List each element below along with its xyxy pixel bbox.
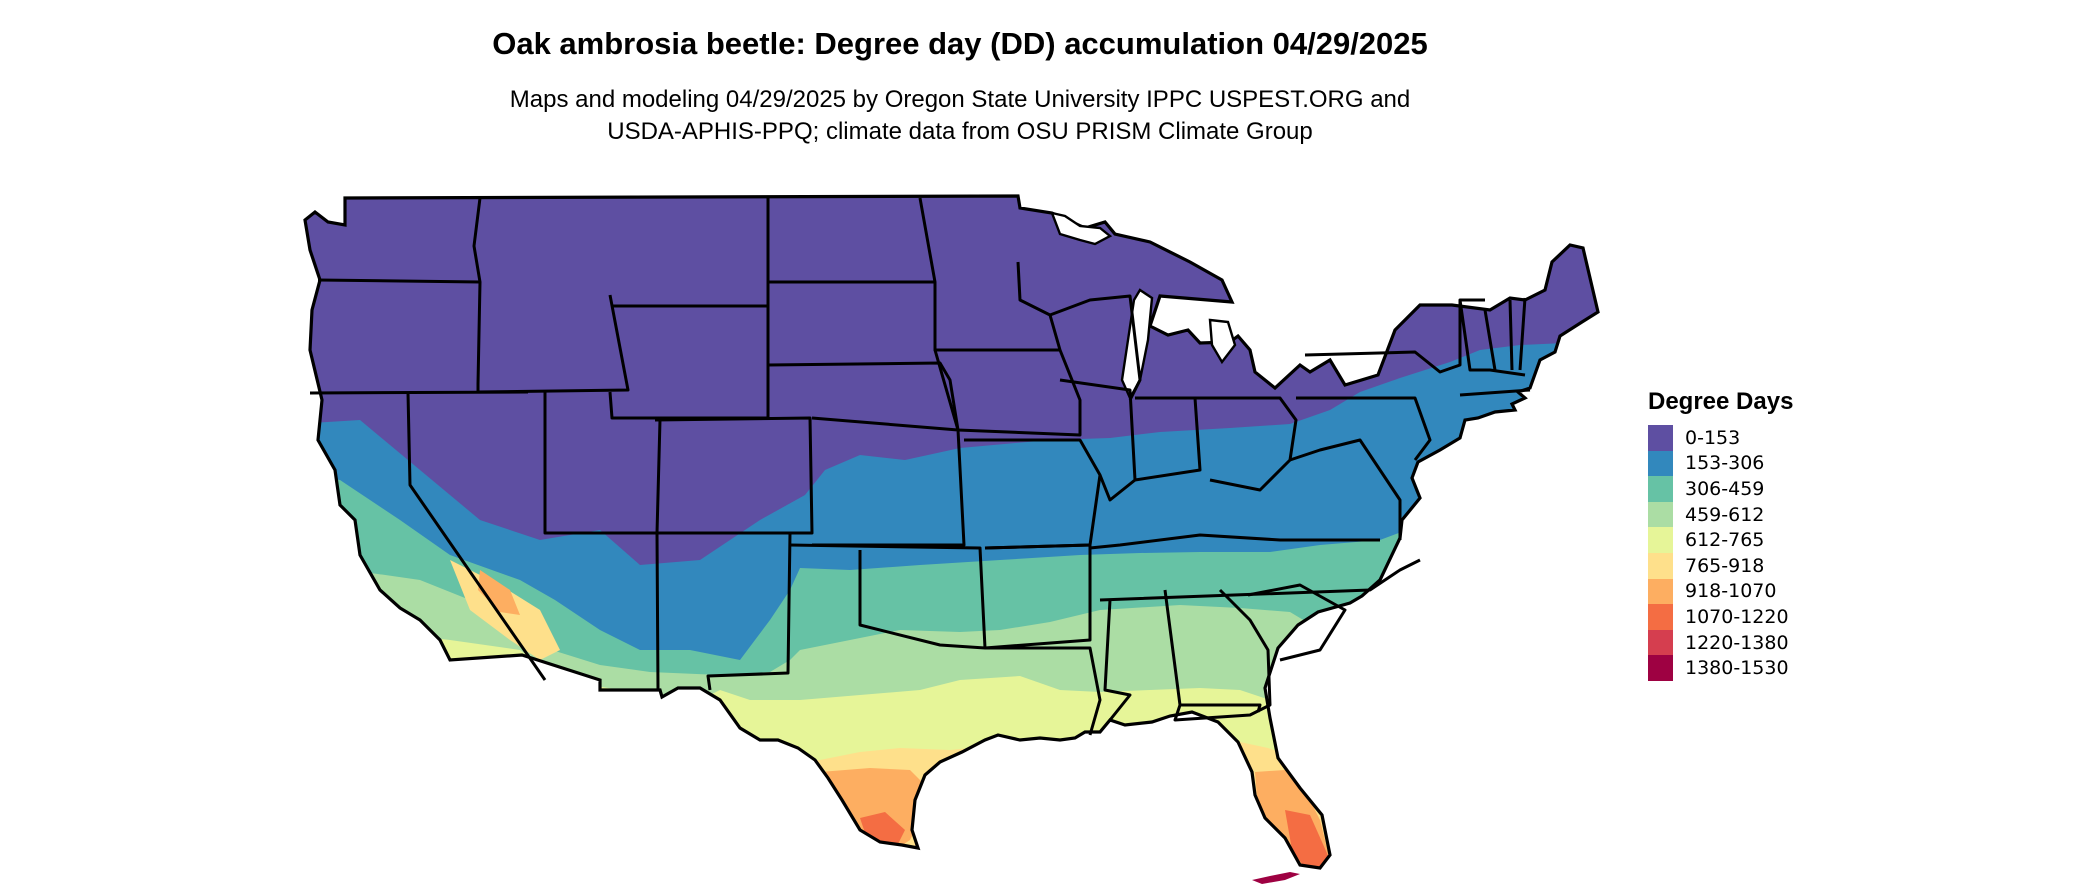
legend-item: 306-459 <box>1648 476 1793 502</box>
subtitle-line-2: USDA-APHIS-PPQ; climate data from OSU PR… <box>607 118 1313 145</box>
legend-item: 459-612 <box>1648 501 1793 528</box>
border-oh <box>1195 396 1298 492</box>
temperature-zones <box>305 196 1598 868</box>
lake-superior <box>1050 211 1113 246</box>
florida-keys <box>1252 872 1300 884</box>
border-in <box>1134 396 1202 482</box>
legend-item: 153-306 <box>1648 450 1793 477</box>
border-ok <box>789 543 987 650</box>
legend-label: 459-612 <box>1685 503 1765 526</box>
zone-306-459-central-valley <box>380 520 405 560</box>
map-title: Oak ambrosia beetle: Degree day (DD) acc… <box>492 26 1428 61</box>
legend-item: 1220-1380 <box>1648 629 1793 656</box>
legend-items: 0-153 153-306 306-459 459-612 612-765 765-918… <box>1648 425 1793 681</box>
legend-item: 1380-1530 <box>1648 655 1793 681</box>
legend-swatch <box>1648 552 1673 579</box>
zone-918-1070-desert <box>478 570 520 615</box>
legend-label: 612-765 <box>1685 529 1765 552</box>
border-va-wv <box>1289 438 1402 540</box>
subtitle-line-1: Maps and modeling 04/29/2025 by Oregon S… <box>509 86 1411 113</box>
map-subtitle: Maps and modeling 04/29/2025 by Oregon S… <box>0 84 1920 148</box>
border-ny <box>1304 298 1485 374</box>
border-wi <box>1049 294 1142 401</box>
border-ma-ct <box>1459 388 1531 397</box>
legend-label: 918-1070 <box>1685 580 1777 603</box>
legend-swatch <box>1648 450 1673 477</box>
border-ms <box>1103 599 1132 721</box>
legend-swatch <box>1648 604 1673 630</box>
legend-label: 306-459 <box>1685 477 1765 500</box>
legend-label: 0-153 <box>1685 426 1741 449</box>
legend-item: 765-918 <box>1648 552 1793 579</box>
border-ca-nv <box>406 392 547 681</box>
border-new-england <box>1458 299 1526 377</box>
border-wa-or <box>317 278 481 284</box>
legend-item: 0-153 <box>1648 425 1793 451</box>
legend-swatch <box>1648 527 1673 553</box>
border-sc <box>1247 583 1347 662</box>
legend-swatch <box>1648 425 1673 451</box>
state-borders <box>309 197 1531 736</box>
border-pa <box>1296 396 1432 461</box>
border-la <box>985 646 1102 736</box>
border-tn-south <box>1099 558 1421 602</box>
border-id <box>472 197 630 394</box>
border-al <box>1163 589 1262 713</box>
legend-swatch <box>1648 629 1673 656</box>
legend-swatch <box>1648 655 1673 681</box>
border-ne-ks <box>811 416 966 547</box>
legend-label: 765-918 <box>1685 554 1765 577</box>
legend-label: 153-306 <box>1685 452 1765 475</box>
legend-label: 1220-1380 <box>1685 631 1789 654</box>
border-vt-nh-me <box>1483 297 1527 371</box>
legend-item: 1070-1220 <box>1648 604 1793 630</box>
zone-765-918 <box>305 742 1598 868</box>
border-ar <box>984 543 1092 650</box>
legend-label: 1070-1220 <box>1685 605 1789 628</box>
legend-title: Degree Days <box>1648 388 1794 415</box>
legend-swatch <box>1648 501 1673 528</box>
legend-item: 612-765 <box>1648 527 1793 553</box>
border-tn-ky <box>1089 533 1380 550</box>
legend-swatch <box>1648 476 1673 502</box>
zone-1070-1220 <box>1285 810 1330 868</box>
legend-label: 1380-1530 <box>1685 657 1789 680</box>
lake-huron <box>1208 318 1237 365</box>
legend-item: 918-1070 <box>1648 578 1793 605</box>
border-ga <box>1173 588 1272 722</box>
legend-swatch <box>1648 578 1673 605</box>
border-sd-ne <box>767 361 960 431</box>
border-nm <box>657 531 792 691</box>
legend: Degree Days 0-153 153-306 306-459 459-612 61… <box>1648 388 1793 681</box>
